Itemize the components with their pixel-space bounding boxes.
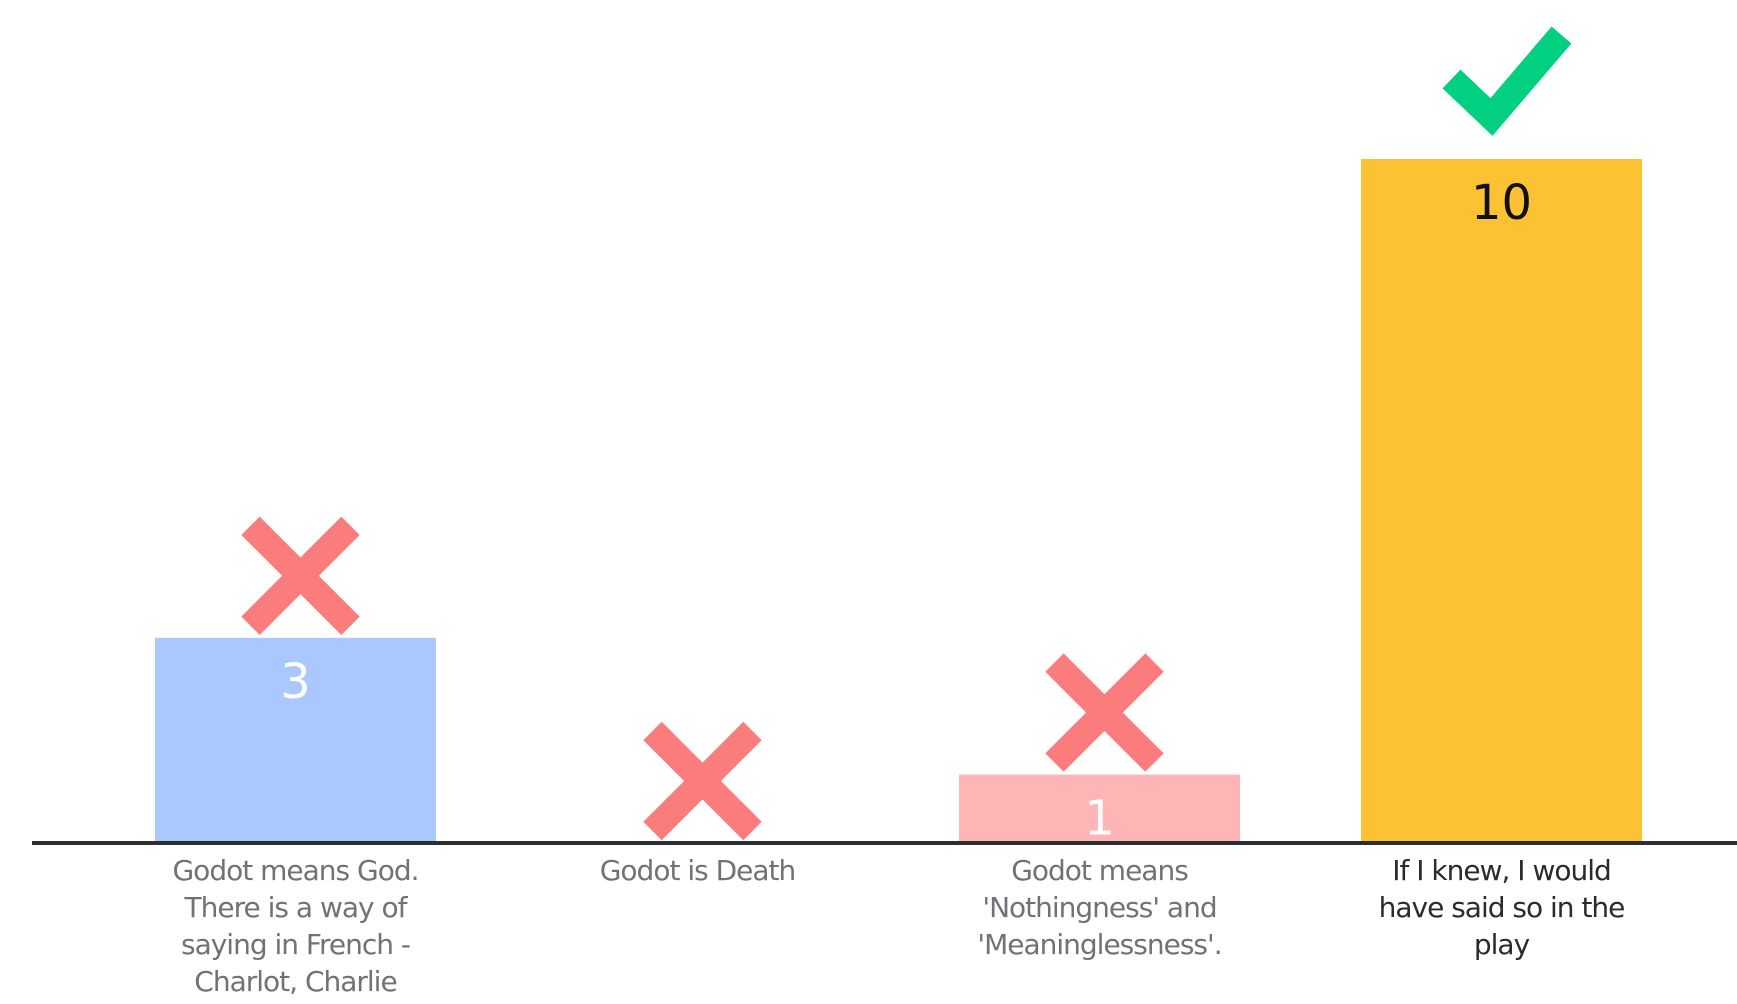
category-label-2: Godot is Death [599, 854, 797, 887]
bar-4 [1361, 159, 1642, 843]
check-icon [1442, 26, 1572, 136]
category-label-3: Godot means 'Nothingness' and 'Meaningle… [977, 854, 1222, 961]
category-label-4: If I knew, I would have said so in the p… [1378, 854, 1626, 961]
cross-icon [241, 516, 360, 635]
bar-value-label-1: 3 [280, 654, 311, 710]
cross-icon [643, 721, 762, 841]
bar-1 [155, 637, 436, 843]
bar-value-label-4: 10 [1471, 175, 1532, 231]
bar-3 [959, 774, 1240, 843]
cross-icon [1045, 653, 1164, 772]
category-label-1: Godot means God. There is a way of sayin… [172, 854, 419, 998]
bar-value-label-3: 1 [1084, 791, 1115, 847]
